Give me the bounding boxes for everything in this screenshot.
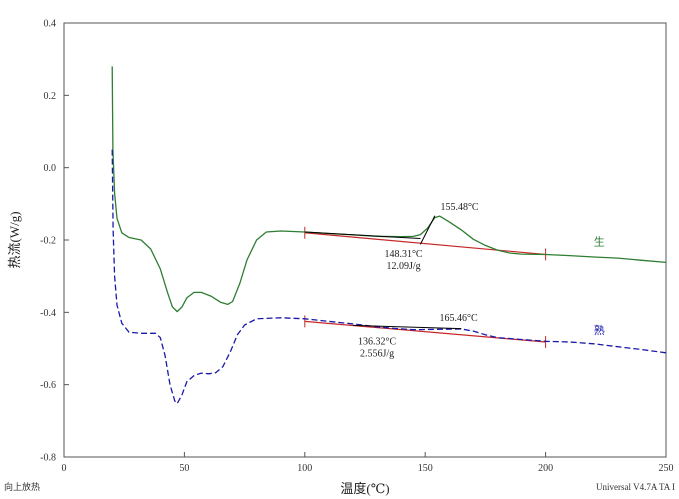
x-tick-label: 100 <box>297 463 312 474</box>
annotation-label: 155.48°C <box>440 202 478 213</box>
x-tick-label: 50 <box>179 463 189 474</box>
y-tick-label: -0.4 <box>40 308 56 319</box>
x-tick-label: 0 <box>62 463 67 474</box>
baselines <box>304 226 547 348</box>
series-lines <box>111 66 667 405</box>
footer-right-label: Universal V4.7A TA I <box>596 482 675 492</box>
annotation-label: 12.09J/g <box>386 261 420 272</box>
construction-line <box>419 215 436 245</box>
y-axis-title: 热流(W/g) <box>7 211 22 268</box>
annotations: 155.48°C 148.31°C12.09J/g 165.46°C 136.32°C… <box>358 202 605 359</box>
baseline-line <box>304 232 546 256</box>
annotation-label: 148.31°C <box>384 249 422 260</box>
footer-left-label: 向上放热 <box>4 481 40 492</box>
annotation-label: 165.46°C <box>440 313 478 324</box>
baseline-line <box>304 320 546 343</box>
y-tick-label: 0.2 <box>44 91 57 102</box>
plot-frame <box>63 22 667 458</box>
annotation-label: 2.556J/g <box>360 348 394 359</box>
series-label: 生 <box>594 234 605 248</box>
series-line <box>111 66 667 313</box>
construction-line <box>304 231 421 240</box>
x-tick-label: 250 <box>659 463 674 474</box>
x-axis-title: 温度(℃) <box>340 481 389 496</box>
construction-line <box>352 324 462 330</box>
y-tick-label: -0.8 <box>40 453 56 464</box>
y-tick-label: -0.6 <box>40 380 56 391</box>
annotation-label: 136.32°C <box>358 336 396 347</box>
series-label: 熟 <box>594 323 605 337</box>
y-tick-label: 0.0 <box>44 163 57 174</box>
series-line <box>111 149 667 405</box>
x-tick-label: 150 <box>418 463 433 474</box>
y-tick-label: -0.2 <box>40 236 56 247</box>
construction-lines <box>304 215 462 330</box>
y-tick-label: 0.4 <box>44 19 57 30</box>
axis-ticks: 0 50 100 150 200 250 0.4 0.2 0.0 -0.2 -0.4 -0.6 -0.8 <box>40 19 673 475</box>
x-tick-label: 200 <box>538 463 553 474</box>
